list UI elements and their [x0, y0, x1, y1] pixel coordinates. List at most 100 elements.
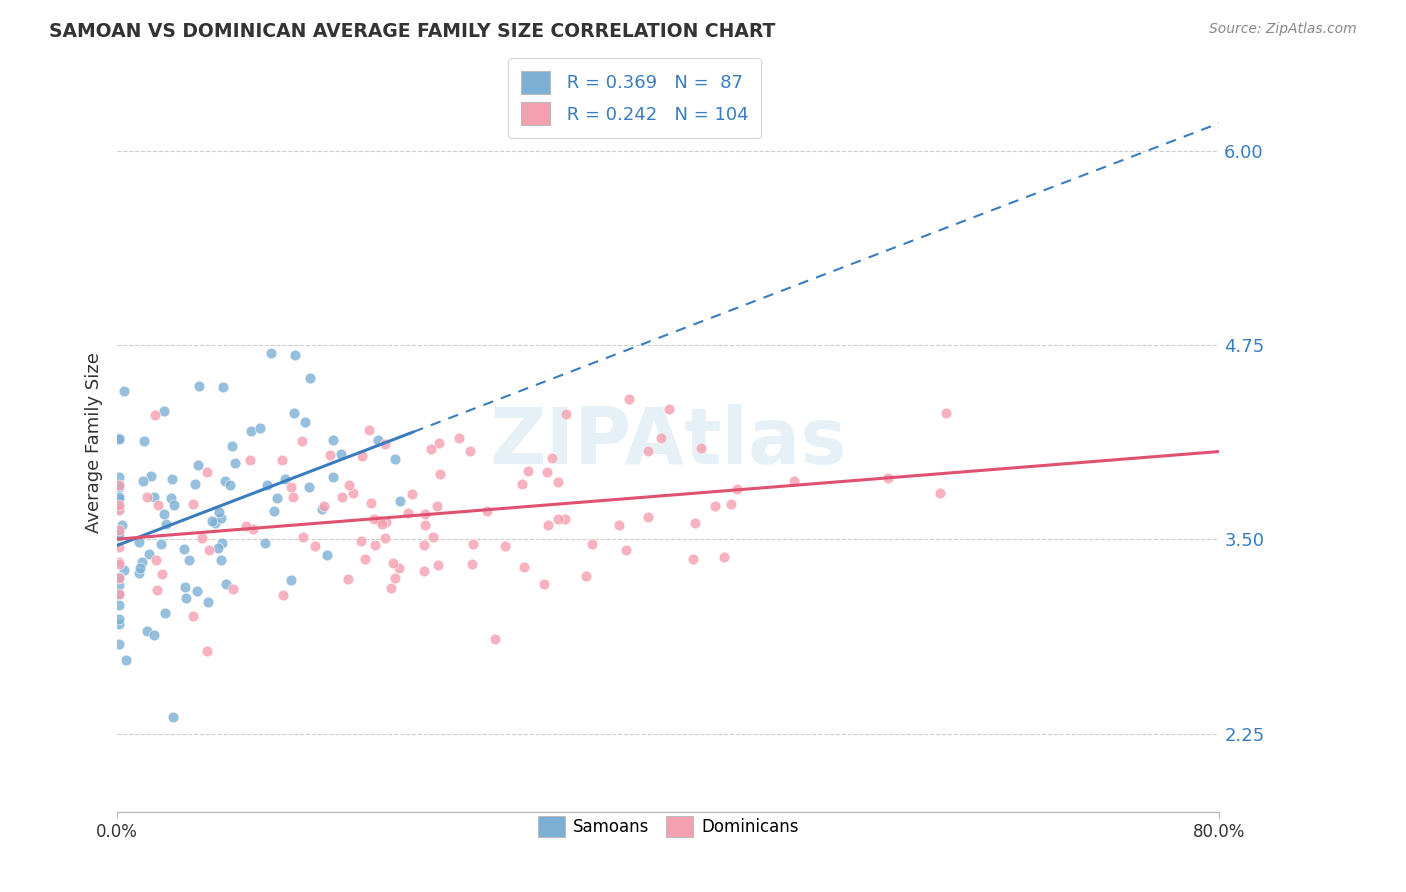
Point [380, 581, 402, 595]
Point [214, 475, 236, 489]
Point [150, 566, 173, 581]
Point [200, 514, 222, 528]
Point [374, 516, 396, 530]
Point [239, 453, 262, 467]
Point [555, 407, 578, 421]
Point [138, 547, 160, 561]
Point [107, 492, 129, 507]
Point [384, 451, 406, 466]
Point [195, 466, 218, 480]
Point [720, 497, 742, 511]
Point [426, 558, 449, 572]
Point [281, 490, 304, 504]
Text: SAMOAN VS DOMINICAN AVERAGE FAMILY SIZE CORRELATION CHART: SAMOAN VS DOMINICAN AVERAGE FAMILY SIZE … [49, 22, 776, 41]
Point [256, 477, 278, 491]
Point [342, 486, 364, 500]
Point [381, 556, 404, 570]
Point [401, 487, 423, 501]
Point [322, 433, 344, 447]
Point [637, 510, 659, 524]
Point [270, 452, 292, 467]
Point [107, 570, 129, 584]
Point [107, 617, 129, 632]
Point [413, 508, 436, 522]
Point [292, 530, 315, 544]
Point [174, 580, 197, 594]
Point [163, 498, 186, 512]
Point [129, 561, 152, 575]
Point [197, 595, 219, 609]
Point [609, 518, 631, 533]
Point [153, 606, 176, 620]
Point [181, 497, 204, 511]
Point [179, 553, 201, 567]
Point [107, 524, 129, 538]
Point [107, 490, 129, 504]
Point [368, 514, 391, 528]
Point [145, 582, 167, 597]
Point [422, 530, 444, 544]
Point [184, 477, 207, 491]
Point [145, 552, 167, 566]
Point [198, 543, 221, 558]
Point [135, 624, 157, 638]
Point [263, 504, 285, 518]
Y-axis label: Average Family Size: Average Family Size [86, 351, 103, 533]
Point [188, 378, 211, 392]
Point [271, 589, 294, 603]
Point [249, 420, 271, 434]
Point [221, 439, 243, 453]
Point [195, 644, 218, 658]
Point [212, 379, 235, 393]
Point [547, 511, 569, 525]
Point [315, 548, 337, 562]
Text: ZIPAtlas: ZIPAtlas [489, 404, 846, 480]
Point [294, 415, 316, 429]
Point [575, 569, 598, 583]
Point [254, 536, 277, 550]
Point [132, 434, 155, 448]
Point [291, 434, 314, 448]
Point [298, 480, 321, 494]
Point [219, 478, 242, 492]
Point [388, 560, 411, 574]
Point [541, 450, 564, 465]
Point [682, 551, 704, 566]
Point [458, 443, 481, 458]
Point [547, 475, 569, 490]
Point [475, 504, 498, 518]
Point [354, 552, 377, 566]
Point [337, 572, 360, 586]
Point [322, 469, 344, 483]
Point [352, 449, 374, 463]
Point [384, 571, 406, 585]
Point [111, 517, 134, 532]
Point [484, 632, 506, 646]
Point [298, 371, 321, 385]
Point [388, 494, 411, 508]
Point [449, 431, 471, 445]
Point [107, 432, 129, 446]
Point [337, 478, 360, 492]
Point [186, 584, 208, 599]
Point [359, 423, 381, 437]
Point [209, 553, 232, 567]
Point [141, 468, 163, 483]
Point [107, 525, 129, 540]
Point [174, 591, 197, 606]
Point [107, 571, 129, 585]
Point [461, 557, 484, 571]
Point [284, 348, 307, 362]
Point [371, 516, 394, 531]
Point [107, 503, 129, 517]
Point [131, 555, 153, 569]
Point [173, 542, 195, 557]
Point [107, 540, 129, 554]
Point [330, 446, 353, 460]
Point [280, 479, 302, 493]
Point [160, 472, 183, 486]
Point [181, 608, 204, 623]
Point [283, 406, 305, 420]
Point [783, 474, 806, 488]
Point [350, 534, 373, 549]
